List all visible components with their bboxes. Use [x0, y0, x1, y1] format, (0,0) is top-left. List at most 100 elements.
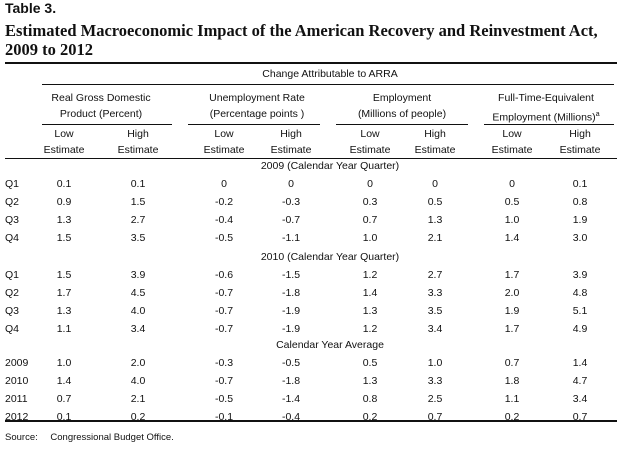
row-label: 2011: [5, 393, 28, 405]
low-estimate-header: Estimate: [203, 144, 245, 156]
section-title: Calendar Year Average: [276, 339, 384, 351]
table-cell: 3.3: [427, 375, 443, 387]
column-group-header-line2: (Percentage points ): [210, 108, 305, 121]
table-cell: -0.3: [281, 196, 301, 208]
table-cell: 3.3: [427, 287, 443, 299]
column-group-header-line1: Real Gross Domestic: [51, 92, 151, 104]
low-header: Low: [214, 128, 234, 140]
row-label: Q1: [5, 178, 20, 190]
table-cell: 1.0: [56, 357, 72, 369]
table-cell: 0.1: [572, 178, 588, 190]
spanner-rule: [42, 84, 614, 85]
table-title: Estimated Macroeconomic Impact of the Am…: [5, 21, 598, 59]
table-cell: 1.5: [130, 196, 146, 208]
table-cell: 1.3: [362, 375, 378, 387]
table-cell: 1.3: [427, 214, 443, 226]
column-group-unit: (Millions of people): [357, 108, 447, 120]
low-estimate-header: Estimate: [43, 144, 85, 156]
column-group-rule: [484, 124, 614, 125]
high-estimate-header: Estimate: [117, 144, 159, 156]
table-cell: -0.3: [214, 357, 234, 369]
table-cell: 3.4: [427, 323, 443, 335]
table-cell: 0.5: [362, 357, 378, 369]
table-cell: 4.8: [572, 287, 588, 299]
row-label: Q3: [5, 214, 20, 226]
row-label: Q2: [5, 287, 20, 299]
column-group-rule: [188, 124, 320, 125]
table-cell: 1.7: [504, 323, 520, 335]
table-cell: 0.1: [56, 178, 72, 190]
table-cell: 0.9: [56, 196, 72, 208]
table-cell: 0: [509, 178, 515, 190]
table-cell: 0.1: [130, 178, 146, 190]
table-cell: 2.0: [130, 357, 146, 369]
table-cell: 1.4: [56, 375, 72, 387]
table-cell: -1.5: [281, 269, 301, 281]
high-estimate-header: Estimate: [414, 144, 456, 156]
row-label: Q1: [5, 269, 20, 281]
footnote-marker: a: [595, 111, 600, 118]
table-cell: 0: [432, 178, 438, 190]
table-cell: 1.5: [56, 232, 72, 244]
table-cell: -1.4: [281, 393, 301, 405]
table-cell: 0.1: [56, 411, 72, 423]
low-header: Low: [360, 128, 380, 140]
section-title: 2010 (Calendar Year Quarter): [260, 251, 400, 263]
column-group-header-line1: Employment: [372, 92, 432, 104]
table-cell: -1.9: [281, 305, 301, 317]
low-estimate-header: Estimate: [349, 144, 391, 156]
table-cell: 0: [367, 178, 373, 190]
table-cell: 2.1: [427, 232, 443, 244]
column-group-header-line1: Full-Time-Equivalent: [498, 92, 594, 104]
row-label: Q4: [5, 323, 20, 335]
table-cell: -1.9: [281, 323, 301, 335]
table-cell: 2.0: [504, 287, 520, 299]
high-estimate-header: Estimate: [270, 144, 312, 156]
table-cell: 4.0: [130, 305, 146, 317]
source-label: Source:: [5, 432, 38, 443]
table-cell: 1.3: [56, 214, 72, 226]
column-group-header-line2: Employment (Millions)a: [492, 108, 599, 125]
table-cell: 1.1: [504, 393, 520, 405]
table-cell: 1.9: [504, 305, 520, 317]
high-header: High: [127, 128, 149, 140]
table-cell: 1.2: [362, 323, 378, 335]
table-cell: -0.2: [214, 196, 234, 208]
high-estimate-header: Estimate: [559, 144, 601, 156]
table-cell: 0.7: [504, 357, 520, 369]
table-cell: 3.5: [130, 232, 146, 244]
table-cell: 1.1: [56, 323, 72, 335]
table-cell: 3.5: [427, 305, 443, 317]
table-cell: 0.7: [427, 411, 443, 423]
low-estimate-header: Estimate: [491, 144, 533, 156]
table-cell: 2.5: [427, 393, 443, 405]
table-cell: -0.7: [214, 287, 234, 299]
source-note: Source: Congressional Budget Office.: [5, 432, 174, 443]
table-cell: -0.7: [214, 305, 234, 317]
column-group-header-line2: (Millions of people): [358, 108, 446, 121]
column-group-unit: Product (Percent): [59, 108, 143, 120]
table-cell: 1.4: [572, 357, 588, 369]
header-rule: [5, 158, 617, 159]
table-cell: 0.7: [56, 393, 72, 405]
table-label: Table 3.: [5, 0, 57, 16]
table-cell: -1.8: [281, 375, 301, 387]
table-cell: 3.9: [572, 269, 588, 281]
table-cell: 1.7: [504, 269, 520, 281]
table-cell: 1.3: [56, 305, 72, 317]
table-cell: 1.4: [362, 287, 378, 299]
table-cell: -0.4: [281, 411, 301, 423]
high-header: High: [424, 128, 446, 140]
table-cell: 0.2: [130, 411, 146, 423]
table-cell: -0.5: [214, 393, 234, 405]
table-cell: 2.7: [130, 214, 146, 226]
table-cell: -0.7: [214, 375, 234, 387]
table-cell: 0.3: [362, 196, 378, 208]
row-label: Q3: [5, 305, 20, 317]
low-header: Low: [502, 128, 522, 140]
table-cell: 1.9: [572, 214, 588, 226]
table-cell: 5.1: [572, 305, 588, 317]
table-cell: 1.2: [362, 269, 378, 281]
title-rule: [5, 62, 617, 64]
table-cell: 1.4: [504, 232, 520, 244]
